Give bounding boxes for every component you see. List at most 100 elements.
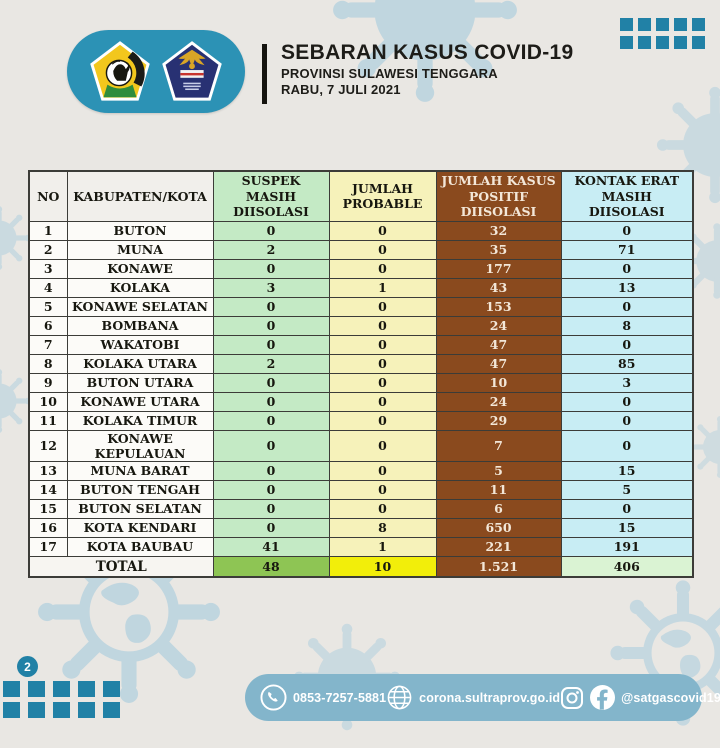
cell-kontak: 3 <box>560 372 694 393</box>
sulawesi-tenggara-seal-icon <box>90 40 150 101</box>
cell-no: 11 <box>28 410 68 431</box>
cell-probable: 1 <box>328 536 437 557</box>
cell-suspek: 2 <box>212 353 330 374</box>
cell-kabupaten: BUTON <box>66 220 214 241</box>
header-logo-pill <box>67 30 245 113</box>
globe-icon <box>387 685 412 710</box>
cell-kontak: 0 <box>560 498 694 519</box>
instagram-icon <box>561 686 584 709</box>
cell-suspek: 0 <box>212 220 330 241</box>
cell-suspek: 0 <box>212 334 330 355</box>
cell-probable: 0 <box>328 258 437 279</box>
cell-positif: 29 <box>435 410 562 431</box>
page-subtitle: PROVINSI SULAWESI TENGGARA <box>281 66 498 82</box>
phone-icon <box>260 684 287 711</box>
cell-kontak: 15 <box>560 460 694 481</box>
cell-probable: 0 <box>328 498 437 519</box>
cell-positif: 11 <box>435 479 562 500</box>
table-row: 8 KOLAKA UTARA 2 0 47 85 <box>28 353 694 374</box>
website-contact: corona.sultraprov.go.id <box>386 684 560 711</box>
table-header-row: NO KABUPATEN/KOTA SUSPEK MASIH DIISOLASI… <box>28 170 694 222</box>
cell-no: 6 <box>28 315 68 336</box>
cell-positif: 32 <box>435 220 562 241</box>
total-suspek: 48 <box>212 555 330 578</box>
phone-contact: 0853-7257-5881 <box>260 684 386 711</box>
table-row: 1 BUTON 0 0 32 0 <box>28 220 694 241</box>
table-row: 14 BUTON TENGAH 0 0 11 5 <box>28 479 694 500</box>
cell-suspek: 0 <box>212 479 330 500</box>
cell-probable: 8 <box>328 517 437 538</box>
cell-kontak: 0 <box>560 296 694 317</box>
cell-probable: 0 <box>328 460 437 481</box>
cell-positif: 10 <box>435 372 562 393</box>
cell-kabupaten: MUNA <box>66 239 214 260</box>
cell-no: 9 <box>28 372 68 393</box>
cell-kabupaten: BUTON UTARA <box>66 372 214 393</box>
cell-kabupaten: KONAWE SELATAN <box>66 296 214 317</box>
square-grid-decoration <box>620 18 705 49</box>
cell-kabupaten: KOLAKA UTARA <box>66 353 214 374</box>
cell-probable: 0 <box>328 479 437 500</box>
cell-no: 10 <box>28 391 68 412</box>
cell-suspek: 0 <box>212 460 330 481</box>
cell-probable: 0 <box>328 296 437 317</box>
cell-positif: 43 <box>435 277 562 298</box>
cell-suspek: 0 <box>212 517 330 538</box>
cell-kontak: 15 <box>560 517 694 538</box>
cell-no: 14 <box>28 479 68 500</box>
cell-no: 8 <box>28 353 68 374</box>
phone-number: 0853-7257-5881 <box>293 690 387 705</box>
cell-probable: 0 <box>328 220 437 241</box>
cell-probable: 0 <box>328 429 437 462</box>
cell-no: 3 <box>28 258 68 279</box>
table-row: 6 BOMBANA 0 0 24 8 <box>28 315 694 336</box>
table-row: 3 KONAWE 0 0 177 0 <box>28 258 694 279</box>
cell-positif: 5 <box>435 460 562 481</box>
cell-kabupaten: BUTON TENGAH <box>66 479 214 500</box>
cell-no: 1 <box>28 220 68 241</box>
cell-kontak: 0 <box>560 258 694 279</box>
total-probable: 10 <box>328 555 437 578</box>
cell-probable: 0 <box>328 353 437 374</box>
cell-kabupaten: KONAWE KEPULAUAN <box>66 429 214 462</box>
table-row: 16 KOTA KENDARI 0 8 650 15 <box>28 517 694 538</box>
cell-suspek: 0 <box>212 315 330 336</box>
cell-no: 13 <box>28 460 68 481</box>
table-row: 15 BUTON SELATAN 0 0 6 0 <box>28 498 694 519</box>
covid-case-table: NO KABUPATEN/KOTA SUSPEK MASIH DIISOLASI… <box>28 170 694 579</box>
table-row: 7 WAKATOBI 0 0 47 0 <box>28 334 694 355</box>
cell-kontak: 0 <box>560 429 694 462</box>
cell-probable: 0 <box>328 239 437 260</box>
cell-kabupaten: KOLAKA <box>66 277 214 298</box>
cell-no: 5 <box>28 296 68 317</box>
table-row: 2 MUNA 2 0 35 71 <box>28 239 694 260</box>
cell-no: 7 <box>28 334 68 355</box>
cell-no: 16 <box>28 517 68 538</box>
page-number-badge: 2 <box>17 656 38 677</box>
cell-positif: 7 <box>435 429 562 462</box>
cell-no: 2 <box>28 239 68 260</box>
satgas-covid19-seal-icon <box>162 40 222 101</box>
cell-probable: 0 <box>328 315 437 336</box>
cell-kabupaten: KONAWE UTARA <box>66 391 214 412</box>
website-url: corona.sultraprov.go.id <box>419 690 561 705</box>
cell-positif: 24 <box>435 391 562 412</box>
cell-positif: 47 <box>435 334 562 355</box>
table-row: 12 KONAWE KEPULAUAN 0 0 7 0 <box>28 429 694 462</box>
square-grid-decoration <box>3 681 120 718</box>
contact-bar: 0853-7257-5881 corona.sultraprov.go.id <box>245 674 720 721</box>
cell-no: 17 <box>28 536 68 557</box>
total-label: TOTAL <box>28 555 214 578</box>
total-positif: 1.521 <box>435 555 562 578</box>
cell-positif: 35 <box>435 239 562 260</box>
cell-kontak: 0 <box>560 410 694 431</box>
cell-kontak: 191 <box>560 536 694 557</box>
cell-kontak: 8 <box>560 315 694 336</box>
column-header-suspek: SUSPEK MASIH DIISOLASI <box>212 170 330 222</box>
cell-probable: 0 <box>328 391 437 412</box>
cell-positif: 24 <box>435 315 562 336</box>
cell-no: 15 <box>28 498 68 519</box>
column-header-kabupaten: KABUPATEN/KOTA <box>66 170 214 222</box>
cell-suspek: 0 <box>212 498 330 519</box>
cell-probable: 0 <box>328 334 437 355</box>
